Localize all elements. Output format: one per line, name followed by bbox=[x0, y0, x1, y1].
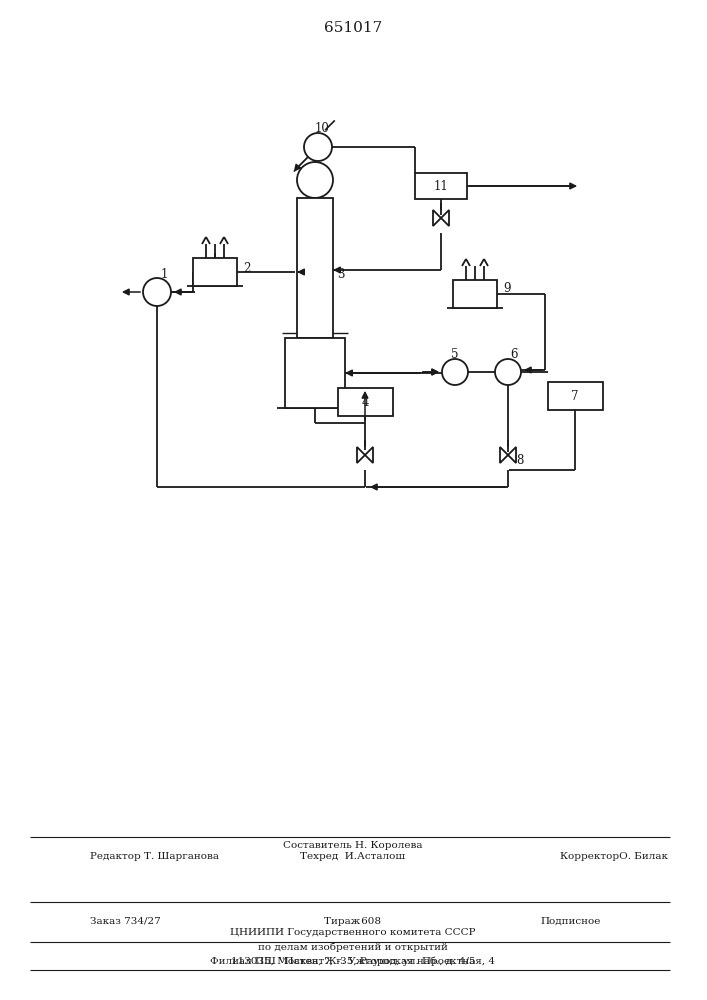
Text: Филиал ПШ ''Патент'', г. Ужгород, ул. Проектная, 4: Филиал ПШ ''Патент'', г. Ужгород, ул. Пр… bbox=[211, 957, 496, 966]
Text: ЦНИИПИ Государственного комитета СССР: ЦНИИПИ Государственного комитета СССР bbox=[230, 928, 476, 937]
Bar bbox=[453, 280, 497, 308]
Polygon shape bbox=[500, 447, 508, 463]
Circle shape bbox=[143, 278, 171, 306]
Bar bbox=[193, 258, 237, 286]
Bar bbox=[548, 382, 603, 410]
Text: Подписное: Подписное bbox=[540, 917, 600, 926]
Circle shape bbox=[442, 359, 468, 385]
Text: 11: 11 bbox=[433, 180, 448, 192]
Text: по делам изобретений и открытий: по делам изобретений и открытий bbox=[258, 942, 448, 952]
Text: 10: 10 bbox=[315, 122, 330, 135]
Text: Редактор Т. Шарганова: Редактор Т. Шарганова bbox=[90, 852, 219, 861]
Text: 1: 1 bbox=[161, 267, 168, 280]
Circle shape bbox=[304, 133, 332, 161]
Text: 113035, Москва, Ж-35, Раушская наб., д. 4/5: 113035, Москва, Ж-35, Раушская наб., д. … bbox=[230, 956, 475, 966]
Text: 6: 6 bbox=[510, 348, 518, 360]
Polygon shape bbox=[441, 210, 449, 226]
Text: Заказ 734/27: Заказ 734/27 bbox=[90, 917, 160, 926]
Text: Техред  И.Асталош: Техред И.Асталош bbox=[300, 852, 406, 861]
Text: Тираж 608: Тираж 608 bbox=[325, 917, 382, 926]
Bar bbox=[338, 388, 393, 416]
Polygon shape bbox=[365, 447, 373, 463]
Text: 651017: 651017 bbox=[324, 21, 382, 35]
Circle shape bbox=[495, 359, 521, 385]
Polygon shape bbox=[433, 210, 441, 226]
Text: 4: 4 bbox=[361, 395, 369, 408]
Text: Составитель Н. Королева: Составитель Н. Королева bbox=[284, 841, 423, 850]
Text: КорректорО. Билак: КорректорО. Билак bbox=[560, 852, 668, 861]
Text: 5: 5 bbox=[451, 348, 459, 360]
Bar bbox=[415, 173, 467, 199]
Text: 7: 7 bbox=[571, 389, 579, 402]
Text: 2: 2 bbox=[243, 261, 250, 274]
Text: 8: 8 bbox=[516, 454, 523, 466]
Text: 9: 9 bbox=[503, 282, 510, 294]
Text: 3: 3 bbox=[337, 268, 344, 282]
Bar bbox=[297, 198, 333, 338]
Circle shape bbox=[297, 162, 333, 198]
Polygon shape bbox=[508, 447, 516, 463]
Bar bbox=[285, 338, 345, 408]
Polygon shape bbox=[357, 447, 365, 463]
